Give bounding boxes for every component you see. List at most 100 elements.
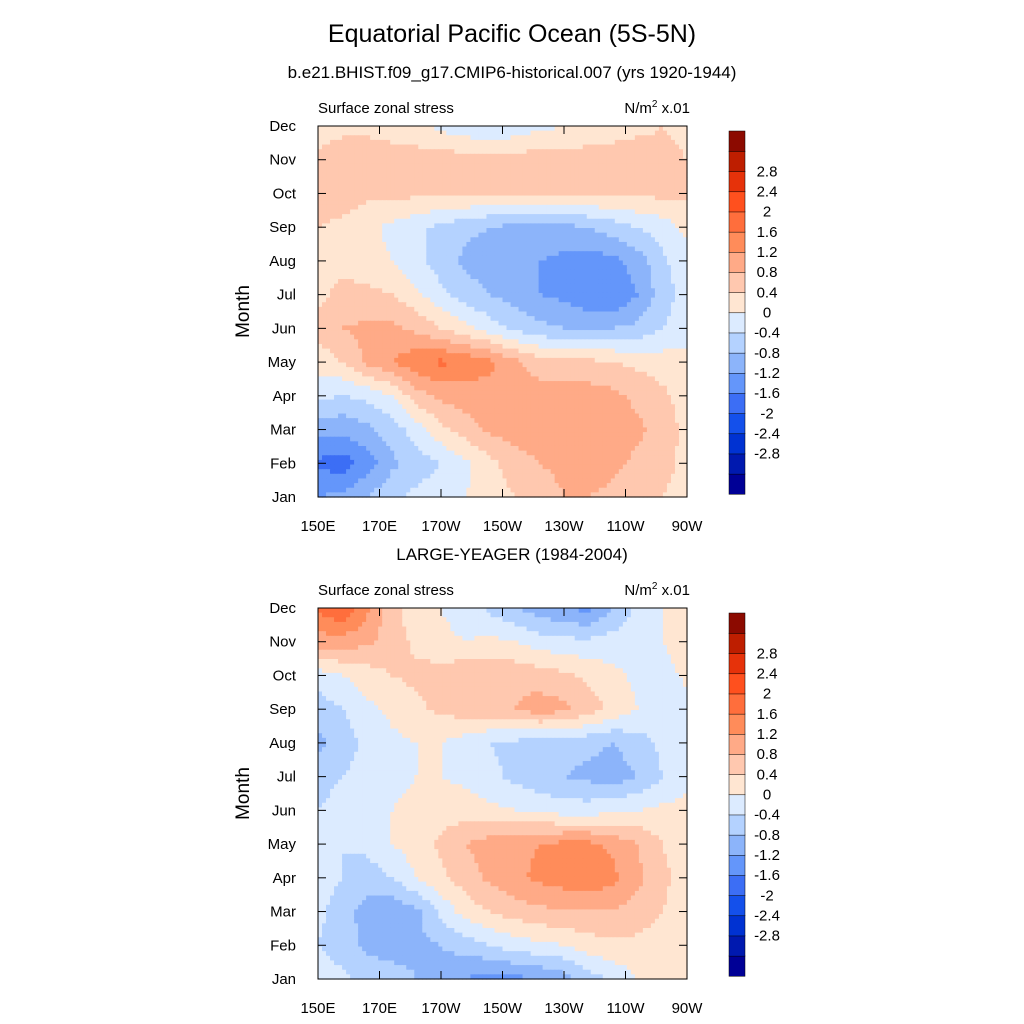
field-cell [370, 371, 375, 378]
field-cell [334, 325, 339, 331]
field-cell [318, 172, 323, 178]
field-cell [394, 144, 399, 150]
field-cell [430, 306, 435, 313]
field-cell [474, 246, 480, 252]
field-cell [566, 218, 572, 224]
field-cell [514, 204, 520, 211]
field-cell [398, 153, 403, 160]
field-cell [538, 311, 544, 317]
field-cell [570, 274, 576, 280]
field-cell [522, 223, 528, 229]
field-cell [538, 209, 544, 215]
field-cell [658, 246, 664, 252]
field-cell [662, 218, 668, 224]
field-cell [342, 283, 347, 289]
field-cell [334, 172, 339, 178]
field-cell [622, 288, 628, 294]
field-cell [402, 218, 407, 224]
field-cell [486, 172, 492, 178]
field-cell [442, 265, 447, 271]
field-cell [394, 153, 399, 160]
field-cell [522, 190, 528, 197]
field-cell [406, 357, 411, 364]
field-cell [398, 297, 403, 303]
field-cell [598, 265, 604, 271]
field-cell [450, 334, 455, 340]
field-cell [334, 135, 339, 141]
field-cell [350, 343, 355, 350]
field-cell [342, 376, 347, 382]
field-cell [522, 279, 528, 285]
field-cell [378, 246, 383, 252]
field-cell [362, 320, 367, 327]
field-cell [670, 292, 676, 299]
field-cell [566, 265, 572, 271]
field-cell [554, 353, 560, 359]
field-cell [590, 320, 596, 327]
field-cell [542, 367, 548, 373]
field-cell [454, 316, 459, 322]
field-cell [374, 149, 379, 155]
field-cell [446, 311, 451, 317]
field-cell [322, 126, 327, 132]
field-cell [570, 186, 576, 192]
field-cell [402, 371, 407, 378]
field-cell [558, 320, 564, 327]
field-cell [482, 237, 488, 243]
field-cell [342, 334, 347, 340]
field-cell [410, 274, 415, 280]
field-cell [350, 376, 355, 382]
field-cell [326, 279, 331, 285]
field-cell [602, 251, 608, 257]
field-cell [354, 367, 359, 373]
field-cell [610, 367, 616, 373]
field-cell [554, 177, 560, 183]
field-cell [586, 177, 592, 183]
field-cell [438, 228, 443, 234]
field-cell [510, 177, 516, 183]
field-cell [582, 241, 588, 248]
field-cell [526, 181, 532, 187]
field-cell [478, 297, 484, 303]
field-cell [590, 297, 596, 303]
field-cell [490, 237, 496, 243]
field-cell [358, 158, 363, 164]
field-cell [322, 153, 327, 160]
field-cell [422, 237, 427, 243]
field-cell [590, 204, 596, 211]
field-cell [470, 320, 476, 327]
field-cell [334, 320, 339, 327]
field-cell [570, 190, 576, 197]
field-cell [458, 348, 463, 354]
field-cell [382, 163, 387, 169]
field-cell [486, 163, 492, 169]
field-cell [466, 283, 472, 289]
field-cell [650, 241, 656, 248]
field-cell [354, 237, 359, 243]
field-cell [410, 158, 415, 164]
field-cell [410, 311, 415, 317]
field-cell [330, 316, 335, 322]
field-cell [322, 306, 327, 313]
field-cell [614, 223, 620, 229]
field-cell [518, 251, 524, 257]
field-cell [346, 306, 351, 313]
field-cell [366, 186, 371, 192]
field-cell [558, 371, 564, 378]
field-cell [406, 348, 411, 354]
field-cell [482, 339, 488, 345]
field-cell [454, 353, 459, 359]
field-cell [490, 311, 496, 317]
field-cell [446, 320, 451, 327]
field-cell [574, 357, 580, 364]
field-cell [402, 320, 407, 327]
field-cell [570, 367, 576, 373]
field-cell [534, 334, 540, 340]
field-cell [662, 186, 668, 192]
field-cell [362, 316, 367, 322]
field-cell [350, 195, 355, 201]
field-cell [326, 371, 331, 378]
field-cell [554, 130, 560, 136]
field-cell [570, 302, 576, 308]
field-cell [554, 144, 560, 150]
